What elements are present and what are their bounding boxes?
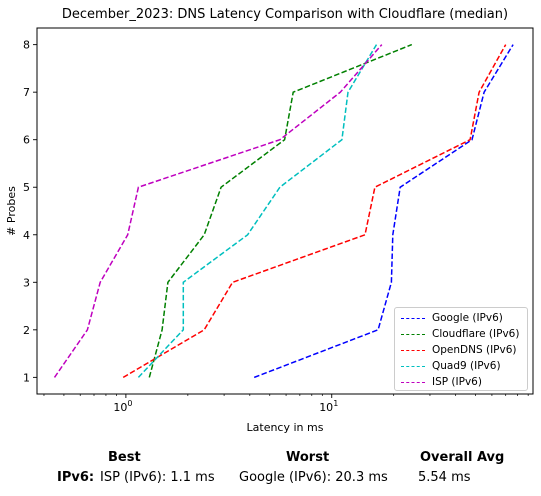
legend-swatch bbox=[401, 349, 425, 351]
legend-swatch bbox=[401, 365, 425, 367]
overall-avg-value: 5.54 ms bbox=[418, 470, 471, 485]
legend-item: ISP (IPv6) bbox=[395, 374, 527, 390]
worst-header: Worst bbox=[286, 450, 330, 465]
ipv6-row-label: IPv6: bbox=[57, 470, 95, 485]
series-line-quad9-ipv6 bbox=[137, 44, 378, 378]
y-tick-label: 2 bbox=[23, 324, 30, 337]
x-tick-label: 101 bbox=[319, 399, 338, 414]
best-header: Best bbox=[108, 450, 141, 465]
series-line-cloudflare-ipv6 bbox=[148, 43, 413, 378]
y-axis-label: # Probes bbox=[5, 186, 18, 236]
chart-title: December_2023: DNS Latency Comparison wi… bbox=[62, 7, 508, 22]
y-tick-label: 8 bbox=[23, 39, 30, 52]
legend-item: OpenDNS (IPv6) bbox=[395, 342, 527, 358]
legend-label: OpenDNS (IPv6) bbox=[432, 344, 517, 356]
y-tick-label: 5 bbox=[23, 181, 30, 194]
x-axis-label: Latency in ms bbox=[247, 421, 324, 434]
y-tick-label: 1 bbox=[23, 371, 30, 384]
legend: Google (IPv6) Cloudflare (IPv6) OpenDNS (I… bbox=[394, 307, 528, 391]
overall-avg-header: Overall Avg bbox=[420, 450, 505, 465]
y-tick-label: 7 bbox=[23, 86, 30, 99]
series-line-opendns-ipv6 bbox=[122, 44, 507, 379]
legend-swatch bbox=[401, 333, 425, 335]
y-tick-label: 3 bbox=[23, 276, 30, 289]
legend-item: Cloudflare (IPv6) bbox=[395, 326, 527, 342]
series-line-google-ipv6 bbox=[253, 44, 514, 379]
plot-area bbox=[36, 27, 534, 395]
x-minor-ticks bbox=[43, 394, 529, 396]
y-tick-label: 6 bbox=[23, 134, 30, 147]
legend-swatch bbox=[401, 317, 425, 319]
legend-label: Cloudflare (IPv6) bbox=[432, 328, 520, 340]
x-tick-label: 100 bbox=[113, 399, 132, 414]
legend-item: Quad9 (IPv6) bbox=[395, 358, 527, 374]
x-axis-ticks: 100 101 bbox=[113, 394, 338, 414]
series-line-isp-ipv6 bbox=[53, 44, 383, 378]
legend-label: Quad9 (IPv6) bbox=[432, 360, 501, 372]
y-axis-ticks: 1 2 3 4 5 6 7 8 bbox=[23, 39, 37, 384]
legend-label: Google (IPv6) bbox=[432, 312, 503, 324]
best-value: ISP (IPv6): 1.1 ms bbox=[100, 470, 215, 485]
legend-swatch bbox=[401, 381, 425, 383]
worst-value: Google (IPv6): 20.3 ms bbox=[239, 470, 388, 485]
latency-chart: December_2023: DNS Latency Comparison wi… bbox=[5, 7, 534, 434]
series-lines bbox=[53, 43, 514, 379]
legend-label: ISP (IPv6) bbox=[432, 376, 482, 388]
y-tick-label: 4 bbox=[23, 229, 30, 242]
legend-item: Google (IPv6) bbox=[395, 310, 527, 326]
